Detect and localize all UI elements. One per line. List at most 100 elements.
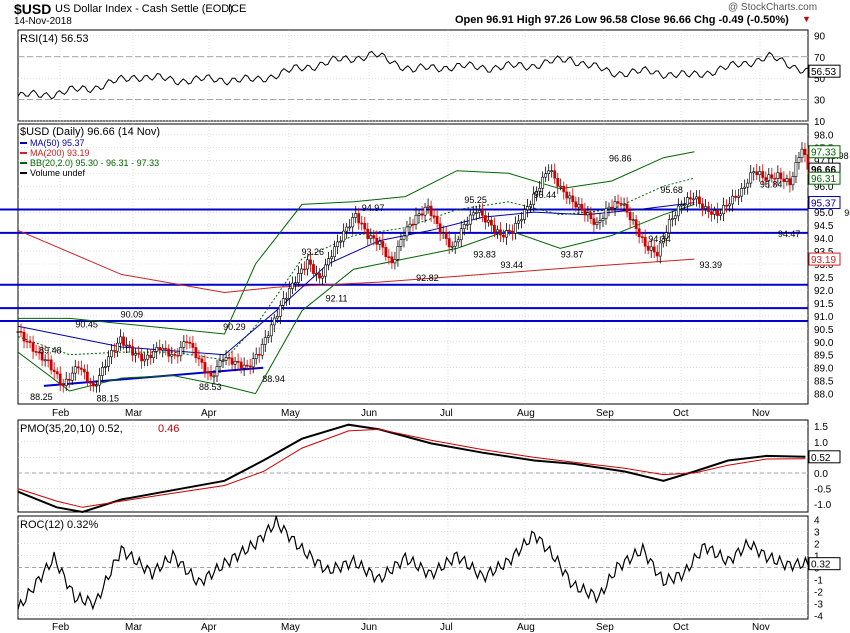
candle-body <box>227 357 231 359</box>
candle-body <box>731 195 735 205</box>
candle-body <box>113 350 116 352</box>
candle-body <box>294 282 297 284</box>
candle-body <box>236 360 240 363</box>
candle-body <box>453 241 457 247</box>
pmo-signal-value: 0.46 <box>158 423 179 435</box>
candle-body <box>462 224 466 229</box>
candle-body <box>526 206 529 210</box>
candle-body <box>94 384 98 387</box>
candle-body <box>468 214 472 225</box>
candle-body <box>318 273 321 279</box>
candle-body <box>550 170 554 172</box>
candle-body <box>188 341 192 344</box>
month-label: Mar <box>125 408 143 419</box>
quote-summary: Open 96.91 High 97.26 Low 96.58 Close 96… <box>455 14 789 26</box>
candle-body <box>800 148 804 158</box>
candle-body <box>770 174 774 179</box>
price-tick-label: 92.5 <box>814 273 834 284</box>
candle-body <box>330 256 333 260</box>
candle-body <box>64 378 68 386</box>
candle-body <box>342 230 346 242</box>
price-right-label-box <box>808 145 841 159</box>
candle-body <box>300 268 303 274</box>
candle-body <box>559 185 563 188</box>
month-label-bottom: Sep <box>596 622 614 633</box>
candle-body <box>200 358 204 363</box>
candle-body <box>345 226 349 232</box>
candle-body <box>532 193 536 205</box>
month-label-bottom: Jun <box>361 622 377 633</box>
candle-body <box>76 366 80 369</box>
candle-body <box>432 215 436 218</box>
candle-body <box>471 212 475 216</box>
ma200-line <box>17 229 695 294</box>
candle-body <box>523 209 526 220</box>
rsi-tick-label: 70 <box>814 53 826 64</box>
candle-body <box>746 182 750 188</box>
month-label: Sep <box>596 408 614 419</box>
pmo-right-label-box <box>808 450 841 464</box>
candle-body <box>438 223 442 234</box>
pmo-tick-label: -0.5 <box>814 485 832 496</box>
price-annotation: 88.94 <box>262 374 285 384</box>
price-annotation: 95.84 <box>760 180 783 190</box>
candle-body <box>303 268 306 271</box>
price-annotation: 92.82 <box>416 273 439 283</box>
price-tick-label: 95.0 <box>814 208 834 219</box>
candle-body <box>667 219 671 234</box>
candle-body <box>673 215 677 219</box>
legend-entry: MA(200) 93.19 <box>30 148 90 158</box>
candle-body <box>248 365 252 368</box>
candle-body <box>791 176 795 186</box>
candle-body <box>37 351 41 354</box>
symbol-title: $USD <box>14 1 52 17</box>
legend-entry: BB(20,2.0) 95.30 - 96.31 - 97.33 <box>30 158 159 168</box>
candle-body <box>378 241 382 245</box>
candle-body <box>351 217 355 228</box>
candle-body <box>315 273 318 275</box>
candle-body <box>116 342 119 352</box>
candle-body <box>363 222 367 230</box>
candle-body <box>486 219 490 223</box>
candle-body <box>137 353 141 355</box>
pmo-tick-label: -1.0 <box>814 500 832 511</box>
candle-body <box>98 375 101 386</box>
candle-body <box>604 208 608 219</box>
candle-body <box>435 216 439 224</box>
month-label-bottom: Feb <box>52 622 70 633</box>
candle-body <box>58 373 62 385</box>
candle-body <box>152 351 156 359</box>
candle-body <box>333 246 337 258</box>
candle-body <box>598 220 602 223</box>
candle-body <box>393 258 397 264</box>
candle-body <box>125 344 128 347</box>
candle-body <box>499 229 502 236</box>
candle-body <box>764 177 768 181</box>
candle-body <box>306 259 309 270</box>
candle-body <box>643 236 647 247</box>
candle-body <box>676 205 680 217</box>
rsi-tick-label: 50 <box>814 74 826 85</box>
candle-body <box>477 210 481 213</box>
roc-tick-label: -1 <box>814 575 823 586</box>
pmo-panel-frame <box>17 419 809 513</box>
candle-body <box>22 331 26 342</box>
rsi-last-value-box <box>808 64 841 78</box>
candle-body <box>73 366 77 374</box>
candle-body <box>689 197 692 200</box>
month-label-bottom: Oct <box>673 622 689 633</box>
candle-body <box>233 360 237 365</box>
price-annotation: 89.48 <box>39 346 62 356</box>
candle-body <box>541 176 545 189</box>
candle-body <box>631 219 635 221</box>
candle-body <box>179 347 183 357</box>
price-annotation: 88.25 <box>30 392 53 402</box>
candle-body <box>583 209 587 216</box>
candle-body <box>640 236 644 238</box>
candle-body <box>447 238 451 248</box>
candle-body <box>580 203 584 210</box>
candle-body <box>191 343 195 348</box>
price-tick-label: 90.0 <box>814 338 834 349</box>
candle-body <box>483 215 487 223</box>
candle-body <box>360 222 364 225</box>
